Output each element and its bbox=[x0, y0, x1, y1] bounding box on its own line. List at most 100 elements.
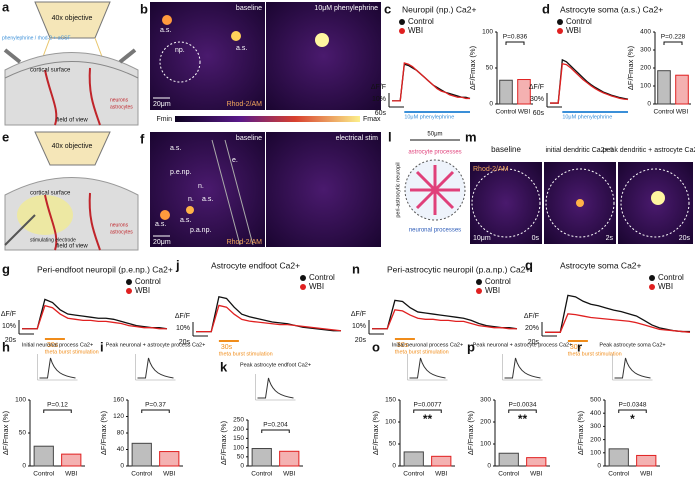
y-tick-label: 200 bbox=[480, 419, 491, 426]
schematic-e bbox=[4, 131, 139, 251]
bar bbox=[675, 74, 689, 105]
label: electrical stim bbox=[336, 135, 379, 142]
y-tick-label: 300 bbox=[590, 423, 601, 430]
x-tick-label: WBI bbox=[676, 109, 688, 116]
p-value: P=0.37 bbox=[145, 402, 166, 409]
bar bbox=[499, 79, 513, 105]
stimulus-duration: 30s bbox=[397, 342, 409, 349]
y-tick-label: 0 bbox=[489, 101, 493, 108]
label: 20s bbox=[679, 235, 691, 242]
scale-label: 60s bbox=[375, 110, 387, 117]
cell bbox=[162, 15, 172, 25]
scale-label: 20s bbox=[355, 337, 367, 344]
scale-label: 10% bbox=[2, 323, 16, 330]
trace bbox=[545, 313, 691, 333]
y-tick-label: 100 bbox=[385, 419, 396, 426]
chart-title: Astrocyte soma (a.s.) Ca2+ bbox=[560, 4, 663, 14]
panel-letter: k bbox=[220, 359, 228, 374]
p-bracket bbox=[505, 41, 525, 45]
y-tick-label: 150 bbox=[233, 435, 244, 442]
legend-marker bbox=[300, 284, 306, 290]
cell bbox=[186, 206, 194, 214]
x-tick-label: Control bbox=[403, 471, 425, 478]
bar bbox=[279, 450, 300, 467]
legend-label: WBI bbox=[485, 286, 500, 295]
panel-letter: q bbox=[525, 257, 533, 272]
p-value: P=0.204 bbox=[263, 422, 288, 429]
scale-title: ΔF/F bbox=[1, 311, 16, 318]
panel-letter: a bbox=[2, 0, 10, 14]
y-tick-label: 100 bbox=[482, 29, 493, 36]
scale-title: ΔF/F bbox=[529, 84, 544, 91]
bar bbox=[33, 445, 54, 467]
x-tick-label: Control bbox=[498, 471, 520, 478]
p-bracket bbox=[43, 409, 72, 413]
label: peak dendritic + astrocyte Ca2+⇧ bbox=[603, 146, 695, 154]
label: cortical surface bbox=[30, 191, 71, 197]
chart-title: Peak astrocyte endfoot Ca2+ bbox=[240, 362, 311, 368]
legend-label: WBI bbox=[309, 282, 324, 291]
y-tick-label: 0 bbox=[22, 463, 26, 470]
legend-marker bbox=[649, 284, 655, 290]
stimulus-label: theta burst stimulation bbox=[45, 349, 99, 355]
stimulus-label: 10μM phenylephrine bbox=[404, 114, 454, 120]
x-tick-label: WBI bbox=[530, 471, 542, 478]
label: n. bbox=[198, 183, 204, 190]
vessel bbox=[211, 139, 254, 246]
image bbox=[150, 132, 265, 247]
inset-trace bbox=[257, 377, 294, 399]
label: 20μm bbox=[153, 101, 171, 108]
trace bbox=[22, 304, 167, 330]
trace bbox=[22, 298, 168, 330]
bar bbox=[498, 452, 519, 467]
p-value: P=0.836 bbox=[503, 34, 528, 41]
p-value: P=0.0034 bbox=[508, 402, 536, 409]
label: a.s. bbox=[155, 221, 166, 228]
y-axis-title: ΔF/Fmax (%) bbox=[626, 45, 635, 90]
scale-title: ΔF/F bbox=[524, 313, 539, 320]
y-axis-title: ΔF/Fmax (%) bbox=[1, 410, 10, 455]
label: Rhod-2/AM bbox=[227, 101, 263, 108]
label: Fmin bbox=[156, 116, 172, 123]
legend-marker bbox=[126, 288, 132, 294]
scale-label: 30% bbox=[530, 96, 544, 103]
cell bbox=[160, 210, 170, 220]
stimulus-label: theta burst stimulation bbox=[219, 351, 273, 357]
significance: * bbox=[630, 412, 635, 426]
label: astrocyte processes bbox=[408, 150, 461, 156]
panel-letter: h bbox=[2, 339, 10, 354]
legend-marker bbox=[300, 275, 306, 281]
significance: ** bbox=[518, 412, 528, 426]
legend-marker bbox=[557, 19, 563, 25]
bar bbox=[61, 453, 82, 467]
x-tick-label: WBI bbox=[163, 471, 175, 478]
scale-title: ΔF/F bbox=[175, 313, 190, 320]
x-tick-label: WBI bbox=[640, 471, 652, 478]
label: peri-astrocytic neuropil bbox=[395, 162, 401, 217]
label: cortical surface bbox=[30, 68, 71, 74]
panel-letter: m bbox=[465, 129, 477, 144]
inset-frame bbox=[255, 374, 296, 401]
label: a.s. bbox=[180, 217, 191, 224]
legend-label: Control bbox=[485, 277, 511, 286]
label: neurons bbox=[110, 222, 129, 228]
x-tick-label: Control bbox=[608, 471, 630, 478]
colorbar bbox=[175, 116, 360, 122]
panel-letter: r bbox=[577, 339, 582, 354]
label: 2s bbox=[606, 235, 614, 242]
label: Rhod-2/AM bbox=[227, 239, 263, 246]
cell bbox=[231, 31, 241, 41]
panel-letter: d bbox=[542, 1, 550, 16]
y-tick-label: 80 bbox=[117, 430, 125, 437]
legend-marker bbox=[649, 275, 655, 281]
legend-label: Control bbox=[408, 17, 434, 26]
y-axis-title: ΔF/Fmax (%) bbox=[576, 410, 585, 455]
bar bbox=[403, 451, 424, 467]
roi bbox=[159, 41, 201, 83]
x-tick-label: WBI bbox=[65, 471, 77, 478]
bar bbox=[251, 448, 272, 467]
chart-title: Peri-astrocytic neuropil (p.a.np.) Ca2+ bbox=[387, 264, 530, 274]
y-tick-label: 150 bbox=[385, 397, 396, 404]
astrocyte bbox=[410, 165, 460, 215]
